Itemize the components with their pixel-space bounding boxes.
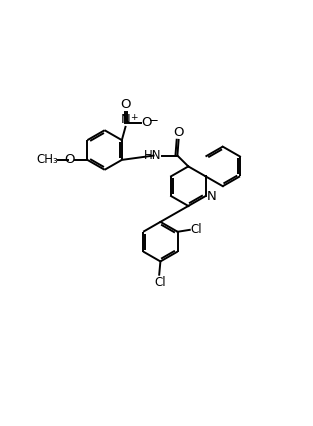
Text: −: − bbox=[149, 114, 159, 127]
Text: O: O bbox=[173, 126, 184, 139]
Text: N: N bbox=[121, 113, 130, 126]
Text: HN: HN bbox=[144, 149, 162, 161]
Text: CH₃: CH₃ bbox=[36, 153, 58, 167]
Text: N: N bbox=[207, 190, 217, 203]
Text: O: O bbox=[142, 116, 152, 129]
Text: Cl: Cl bbox=[190, 223, 202, 236]
Text: +: + bbox=[130, 112, 137, 121]
Text: O: O bbox=[121, 98, 131, 111]
Text: O: O bbox=[64, 153, 75, 167]
Text: Cl: Cl bbox=[155, 276, 166, 289]
